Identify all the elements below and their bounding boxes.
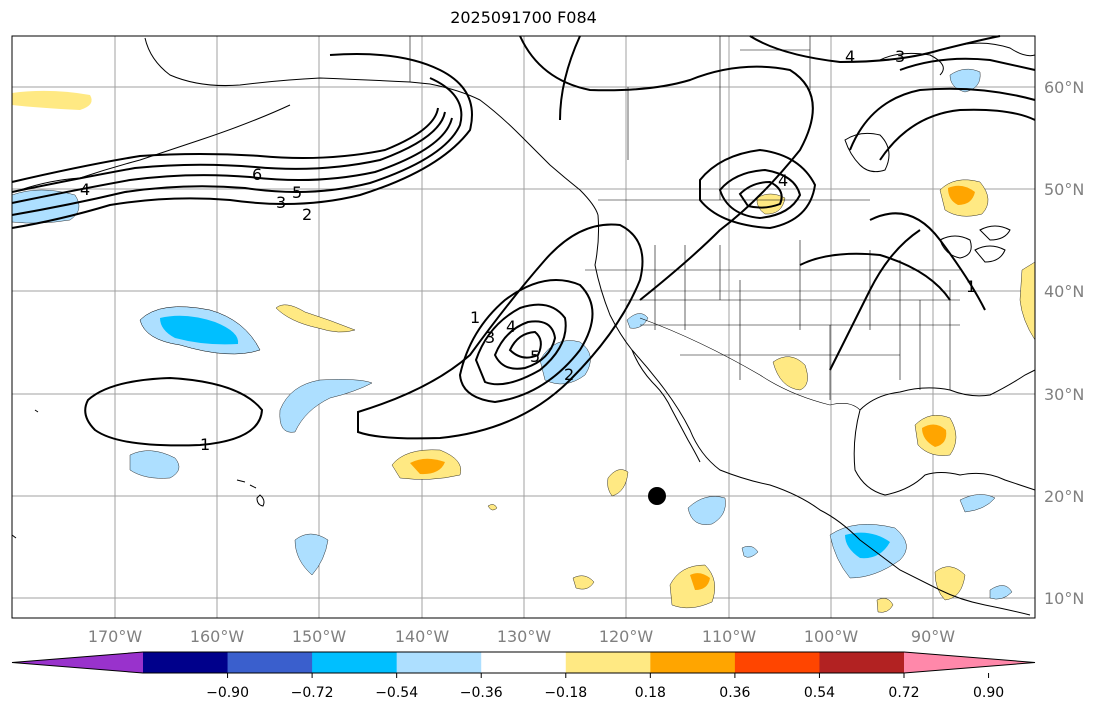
lat-label: 10°N: [1044, 589, 1084, 608]
colorbar-tick-label: −0.36: [460, 685, 503, 701]
longitude-labels: 170°W 160°W 150°W 140°W 130°W 120°W 110°…: [88, 627, 955, 646]
lon-label: 150°W: [292, 627, 347, 646]
lon-label: 120°W: [599, 627, 654, 646]
colorbar-tick-label: −0.18: [544, 685, 587, 701]
contour-label: 1: [470, 308, 480, 327]
contour-label: 4: [778, 171, 788, 190]
latitude-labels: 60°N 50°N 40°N 30°N 20°N 10°N: [1044, 78, 1084, 608]
contours: [11, 35, 1036, 447]
contour-labels: 4 6 5 3 2 1 3 4 5 2 1 4 4 3 1: [80, 47, 976, 454]
colorbar-tick-label: −0.54: [375, 685, 418, 701]
contour-label: 2: [302, 205, 312, 224]
lat-label: 50°N: [1044, 180, 1084, 199]
contour-label: 3: [485, 328, 495, 347]
lon-label: 160°W: [190, 627, 245, 646]
colorbar-segment: [143, 652, 229, 673]
colorbar-extend-low: [12, 652, 143, 673]
lat-label: 30°N: [1044, 385, 1084, 404]
colorbar-tick-label: 0.18: [635, 685, 666, 701]
colorbar-segment: [819, 652, 905, 673]
map-frame: [11, 35, 1036, 619]
colorbar-tick-label: 0.90: [973, 685, 1004, 701]
lon-label: 140°W: [395, 627, 450, 646]
contour-label: 3: [895, 47, 905, 66]
contour-label: 3: [276, 193, 286, 212]
contour-label: 1: [966, 277, 976, 296]
lon-label: 170°W: [88, 627, 143, 646]
lat-label: 60°N: [1044, 78, 1084, 97]
colorbar-segment: [650, 652, 736, 673]
contour-label: 1: [200, 435, 210, 454]
colorbar: −0.90 −0.72 −0.54 −0.36 −0.18 0.18 0.36 0.54 0.7…: [11, 651, 1036, 701]
contour-label: 4: [80, 180, 90, 199]
lon-label: 100°W: [804, 627, 859, 646]
colorbar-segment: [481, 652, 567, 673]
colorbar-segment: [312, 652, 398, 673]
colorbar-tick-label: 0.36: [719, 685, 750, 701]
lon-label: 110°W: [702, 627, 757, 646]
colorbar-tick-label: 0.54: [804, 685, 835, 701]
colorbar-outline: [11, 651, 1036, 674]
lat-label: 40°N: [1044, 282, 1084, 301]
contour-label: 4: [845, 47, 855, 66]
shaded-anomalies: [11, 68, 1036, 613]
lon-label: 130°W: [497, 627, 552, 646]
location-marker: [648, 487, 666, 505]
contour-label: 2: [564, 365, 574, 384]
colorbar-segment: [734, 652, 820, 673]
contour-label: 5: [292, 183, 302, 202]
colorbar-extend-high: [904, 652, 1035, 673]
map-title: 2025091700 F084: [450, 8, 597, 27]
contour-label: 4: [506, 317, 516, 336]
colorbar-tick-label: 0.72: [888, 685, 919, 701]
colorbar-segment: [396, 652, 482, 673]
lat-label: 20°N: [1044, 487, 1084, 506]
colorbar-segment: [565, 652, 651, 673]
lon-label: 90°W: [911, 627, 955, 646]
colorbar-tick-label: −0.72: [291, 685, 334, 701]
contour-label: 5: [530, 347, 540, 366]
graticule: [12, 36, 1035, 618]
colorbar-tick-label: −0.90: [206, 685, 249, 701]
contour-label: 6: [252, 165, 262, 184]
colorbar-segment: [227, 652, 313, 673]
